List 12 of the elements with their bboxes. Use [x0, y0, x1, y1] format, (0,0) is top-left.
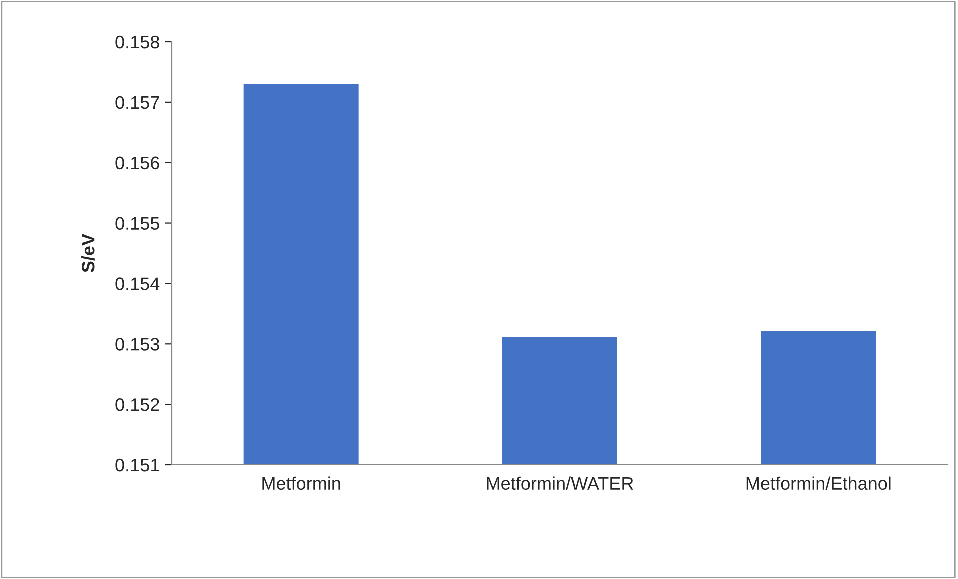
x-tick-label: Metformin/WATER	[487, 476, 634, 490]
y-tick-label: 0.155	[116, 217, 160, 230]
y-tick-label: 0.157	[116, 96, 160, 110]
y-tick-label: 0.158	[116, 36, 160, 49]
y-tick-label: 0.153	[116, 338, 160, 351]
y-tick-label: 0.151	[116, 458, 160, 472]
y-tick-label: 0.152	[116, 398, 160, 412]
y-tick-label: 0.156	[116, 156, 160, 170]
x-tick-label: Metformin/Ethanol	[746, 476, 891, 490]
x-tick-label: Metformin	[262, 476, 340, 490]
y-axis-title: S/eV	[82, 234, 95, 273]
y-tick-label: 0.154	[116, 278, 160, 290]
